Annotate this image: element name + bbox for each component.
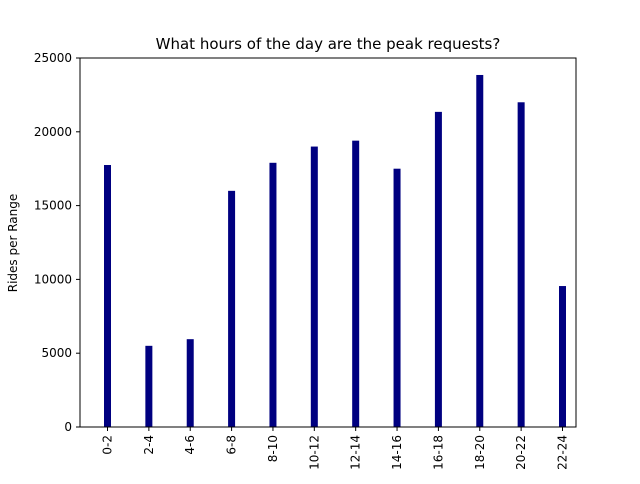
y-tick-label: 0 xyxy=(64,420,72,434)
chart-title: What hours of the day are the peak reque… xyxy=(156,35,501,53)
x-tick-label: 16-18 xyxy=(431,435,445,470)
y-axis-ticks: 0 5000 10000 15000 20000 25000 xyxy=(34,51,80,434)
x-tick-label: 2-4 xyxy=(142,435,156,455)
x-tick-label: 6-8 xyxy=(225,435,239,455)
y-tick-label: 10000 xyxy=(34,272,72,286)
bar-16-18 xyxy=(434,111,442,428)
bar-2-4 xyxy=(145,345,153,427)
bar-12-14 xyxy=(352,140,360,427)
plot-frame xyxy=(79,57,577,428)
y-tick-label: 5000 xyxy=(41,346,72,360)
bars xyxy=(104,74,566,428)
x-tick-label: 20-22 xyxy=(514,435,528,470)
bar-4-6 xyxy=(186,339,194,427)
bar-8-10 xyxy=(269,162,277,427)
x-tick-label: 18-20 xyxy=(473,435,487,470)
bar-14-16 xyxy=(393,168,401,427)
x-tick-label: 10-12 xyxy=(307,435,321,470)
bar-6-8 xyxy=(228,190,236,427)
x-tick-label: 12-14 xyxy=(349,435,363,470)
y-tick-label: 25000 xyxy=(34,51,72,65)
y-tick-label: 15000 xyxy=(34,199,72,213)
x-tick-label: 14-16 xyxy=(390,435,404,470)
y-tick-label: 20000 xyxy=(34,125,72,139)
bar-10-12 xyxy=(310,146,318,427)
bar-20-22 xyxy=(517,102,525,427)
x-tick-label: 8-10 xyxy=(266,435,280,462)
bar-18-20 xyxy=(476,74,484,427)
y-axis-label: Rides per Range xyxy=(6,194,20,293)
x-axis-ticks: 0-2 2-4 4-6 6-8 8-10 10-12 12-14 14-16 16-18 18-2… xyxy=(101,427,570,470)
x-tick-label: 4-6 xyxy=(183,435,197,455)
bar-22-24 xyxy=(559,286,566,427)
x-tick-label: 0-2 xyxy=(101,435,115,455)
bar-0-2 xyxy=(104,165,111,427)
x-tick-label: 22-24 xyxy=(556,435,570,470)
